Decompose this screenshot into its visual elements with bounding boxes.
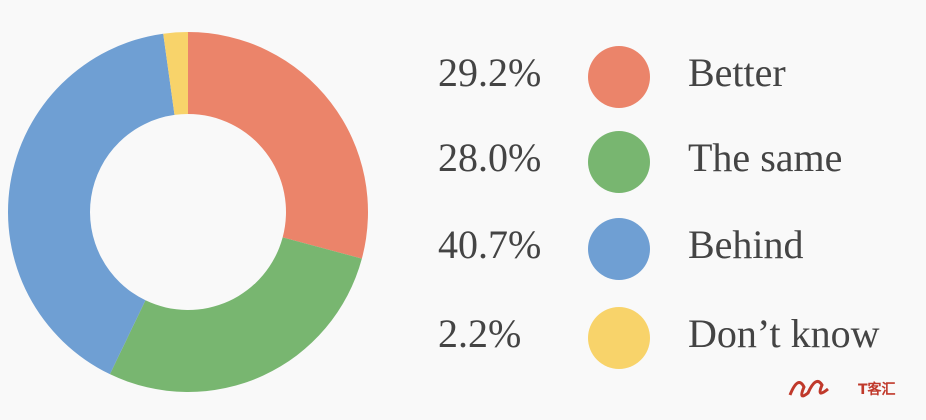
donut-slice — [163, 32, 188, 115]
donut-slice — [188, 32, 368, 259]
legend-swatch — [588, 218, 650, 280]
legend-label: Don’t know — [688, 311, 880, 356]
logo — [788, 379, 829, 398]
value-label: 29.2% — [438, 50, 541, 95]
legend-swatch — [588, 307, 650, 369]
value-label: 40.7% — [438, 222, 541, 267]
legend-swatch — [588, 46, 650, 108]
donut-slice — [7, 33, 175, 375]
legend-swatch — [588, 131, 650, 193]
legend-label: Behind — [688, 222, 804, 267]
value-label: 28.0% — [438, 135, 541, 180]
watermark: T客汇 — [858, 381, 896, 398]
legend-label: The same — [688, 135, 842, 180]
donut-slice — [109, 237, 362, 393]
legend-label: Better — [688, 50, 786, 95]
value-label: 2.2% — [438, 311, 521, 356]
